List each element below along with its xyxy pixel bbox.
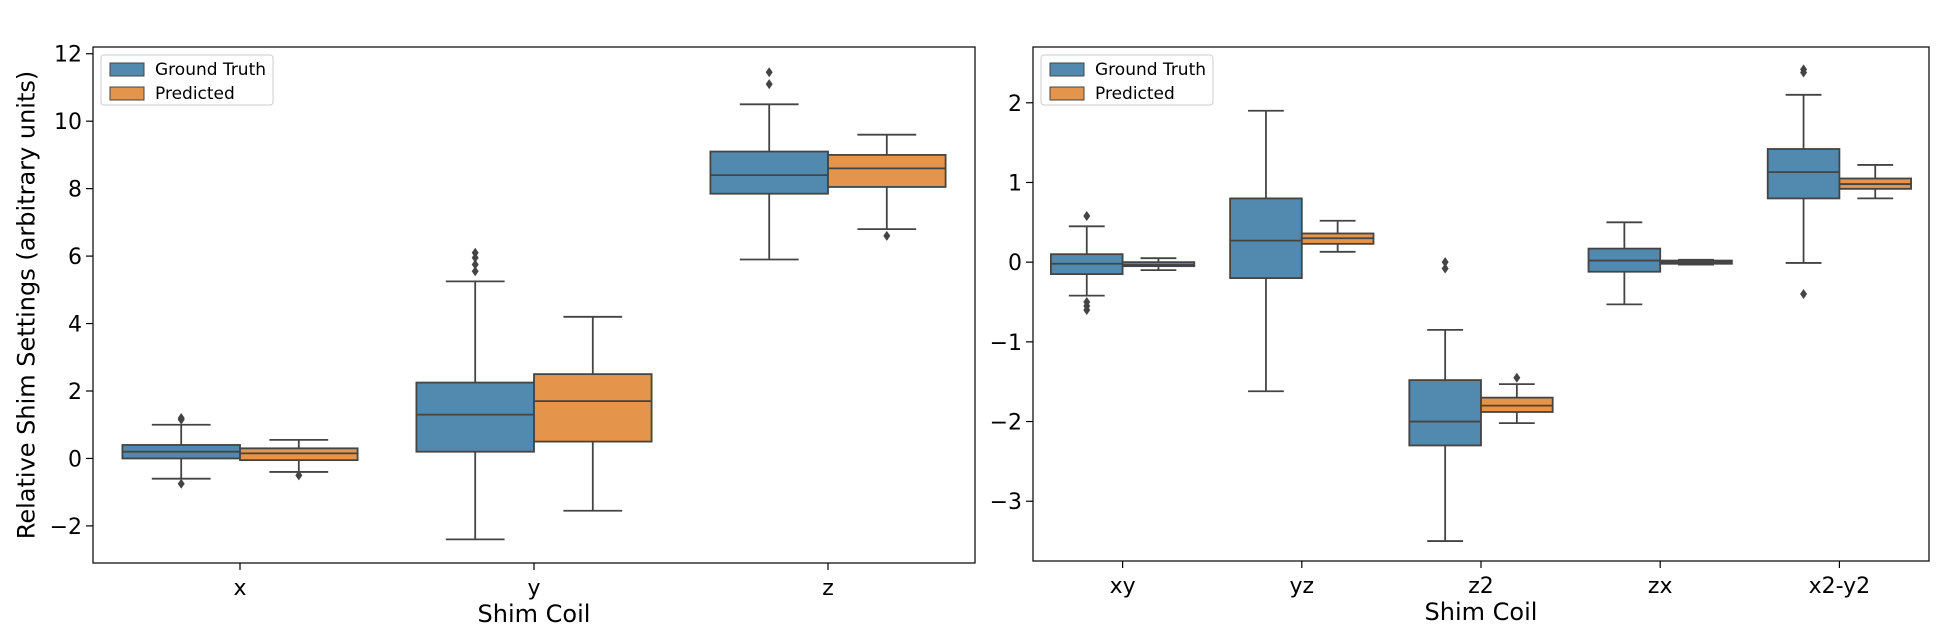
box	[1229, 197, 1303, 280]
legend-swatch	[109, 86, 145, 101]
legend-label: Ground Truth	[155, 60, 266, 80]
y-tick-label: −1	[990, 331, 1022, 356]
y-tick-label: 4	[68, 313, 82, 338]
y-tick-label: 2	[1008, 92, 1022, 117]
outlier-point	[295, 470, 303, 481]
y-tick-label: 12	[54, 43, 82, 68]
y-tick-label: 0	[68, 447, 82, 472]
outlier-point	[765, 67, 773, 78]
x-tick-label: zx	[1648, 574, 1673, 599]
x-tick-label: y	[527, 576, 540, 601]
legend-swatch	[1049, 62, 1085, 77]
y-tick-label: 2	[68, 380, 82, 405]
x-axis-label: Shim Coil	[478, 600, 591, 628]
legend-label: Ground Truth	[1095, 60, 1206, 80]
outlier-point	[471, 266, 479, 277]
outlier-point	[1800, 289, 1808, 300]
axes-frame	[92, 46, 976, 564]
x-tick-label: yz	[1290, 574, 1315, 599]
y-tick-label: 6	[68, 245, 82, 270]
y-tick-label: −2	[990, 411, 1022, 436]
outlier-point	[883, 230, 891, 241]
x-tick-label: xy	[1110, 574, 1136, 599]
x-tick-label: x	[233, 576, 246, 601]
y-tick-label: 0	[1008, 251, 1022, 276]
right-box-plot: −3 −2 −1 0 1 2 xy yz z2 zx x2-y2 Shim Coil Ground Tr…	[990, 46, 1930, 626]
legend-swatch	[1049, 86, 1085, 101]
outlier-point	[471, 259, 479, 270]
outlier-point	[1441, 263, 1449, 274]
y-axis-label: Relative Shim Settings (arbitrary units)	[12, 71, 40, 540]
legend-label: Predicted	[1095, 84, 1175, 104]
x-tick-label: z2	[1468, 574, 1494, 599]
y-tick-label: 8	[68, 178, 82, 203]
box	[533, 373, 653, 443]
y-tick-label: 1	[1008, 171, 1022, 196]
x-tick-label: x2-y2	[1809, 574, 1871, 599]
outlier-point	[765, 79, 773, 90]
outlier-point	[471, 247, 479, 258]
outlier-point	[177, 478, 185, 489]
box	[709, 150, 829, 195]
left-box-plot: −2 0 2 4 6 8 10 12 x y z Shim Coil Relative Shim Set…	[12, 43, 976, 628]
outlier-point	[1800, 67, 1808, 78]
box	[1408, 379, 1482, 447]
y-tick-label: −3	[990, 490, 1022, 515]
y-tick-label: −2	[50, 515, 82, 540]
x-tick-label: z	[822, 576, 834, 601]
legend-swatch	[109, 62, 145, 77]
outlier-point	[1083, 304, 1091, 315]
y-tick-label: 10	[54, 110, 82, 135]
outlier-point	[1083, 210, 1091, 221]
outlier-point	[1441, 257, 1449, 268]
outlier-point	[1513, 372, 1521, 383]
axes-frame	[1032, 46, 1930, 562]
outlier-point	[177, 414, 185, 425]
box	[1766, 148, 1841, 200]
box	[827, 154, 947, 188]
box	[415, 381, 535, 453]
outlier-point	[471, 252, 479, 263]
x-axis-label: Shim Coil	[1425, 598, 1538, 626]
legend-label: Predicted	[155, 84, 235, 104]
